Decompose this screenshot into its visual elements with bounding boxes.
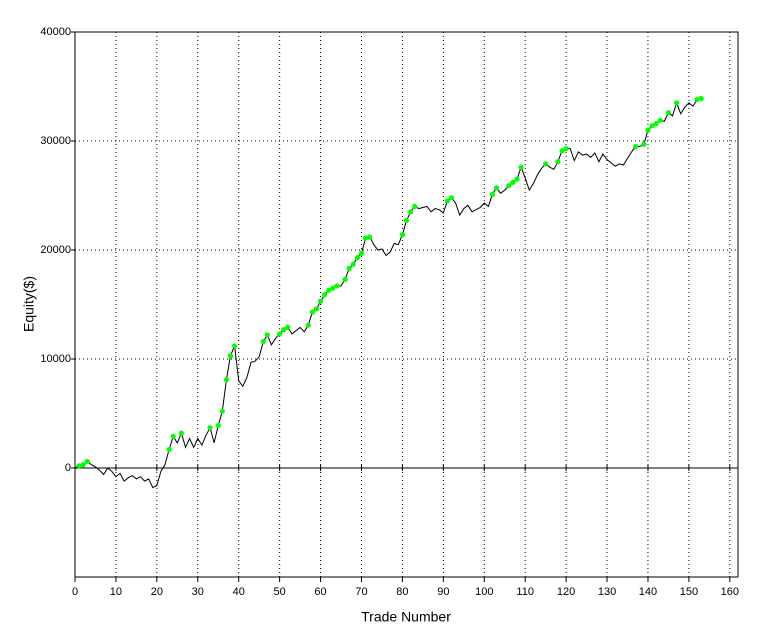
- new-high-marker: [367, 234, 373, 240]
- new-high-marker: [346, 265, 352, 272]
- new-high-marker: [277, 331, 283, 337]
- x-axis-title: Trade Number: [361, 609, 451, 625]
- new-high-marker: [514, 176, 520, 182]
- x-tick-label: 20: [151, 586, 163, 598]
- new-high-marker: [559, 148, 565, 154]
- new-high-marker: [305, 322, 311, 328]
- new-high-marker: [694, 96, 700, 103]
- new-high-marker: [227, 353, 234, 359]
- equity-line: [74, 98, 702, 489]
- new-high-marker: [407, 209, 414, 215]
- x-tick-label: 90: [437, 586, 449, 598]
- new-high-marker: [313, 306, 320, 312]
- y-axis-title: Equity($): [21, 276, 37, 332]
- new-high-marker: [555, 159, 561, 165]
- new-high-marker: [260, 338, 266, 345]
- new-high-marker: [399, 232, 406, 238]
- new-high-marker: [412, 203, 418, 209]
- new-high-marker: [207, 425, 213, 431]
- new-high-marker: [657, 117, 663, 123]
- new-high-marker: [653, 120, 659, 127]
- new-high-marker: [444, 198, 451, 204]
- new-high-marker: [543, 161, 549, 167]
- new-high-marker: [342, 276, 348, 283]
- new-high-marker: [641, 141, 647, 147]
- y-tick-label: 10000: [40, 353, 71, 365]
- new-high-marker: [518, 164, 524, 170]
- new-high-marker: [326, 287, 332, 293]
- x-tick-label: 70: [355, 586, 367, 598]
- x-tick-label: 130: [598, 586, 616, 598]
- x-tick-label: 100: [475, 586, 493, 598]
- y-tick-label: 40000: [40, 26, 71, 38]
- x-tick-label: 120: [557, 586, 575, 598]
- x-tick-label: 40: [233, 586, 245, 598]
- new-high-marker: [563, 146, 569, 152]
- new-high-marker: [448, 195, 455, 201]
- new-high-marker: [317, 298, 324, 304]
- new-high-marker: [76, 463, 82, 469]
- new-high-marker: [674, 100, 680, 106]
- new-high-marker: [309, 309, 315, 315]
- y-tick-label: 0: [65, 462, 71, 474]
- x-tick-label: 50: [274, 586, 286, 598]
- new-high-marker: [350, 261, 356, 267]
- x-tick-label: 80: [396, 586, 408, 598]
- new-high-marker: [354, 255, 360, 261]
- new-high-marker: [166, 446, 172, 453]
- x-tick-label: 0: [72, 586, 78, 598]
- new-high-marker: [403, 217, 410, 224]
- new-high-marker: [322, 292, 328, 298]
- new-high-marker: [510, 179, 516, 186]
- new-high-marker: [649, 123, 655, 129]
- y-tick-label: 30000: [40, 135, 71, 147]
- new-high-marker: [362, 235, 369, 241]
- new-high-marker: [84, 458, 90, 465]
- new-high-marker: [285, 324, 291, 330]
- new-high-marker: [330, 285, 336, 291]
- new-high-marker: [80, 462, 86, 468]
- x-tick-label: 60: [314, 586, 326, 598]
- new-high-marker: [281, 326, 287, 333]
- new-high-marker: [215, 422, 221, 429]
- x-tick-label: 30: [192, 586, 204, 598]
- new-high-marker: [264, 332, 270, 338]
- new-high-marker: [178, 430, 185, 436]
- new-high-marker: [645, 127, 651, 133]
- new-high-marker: [493, 185, 500, 191]
- y-tick-label: 20000: [40, 244, 71, 256]
- new-high-marker: [170, 433, 176, 439]
- plot-frame: [74, 31, 739, 578]
- new-high-marker: [232, 343, 238, 349]
- new-high-marker: [334, 283, 340, 289]
- x-tick-label: 160: [721, 586, 739, 598]
- x-tick-label: 10: [110, 586, 122, 598]
- new-high-marker: [489, 191, 496, 198]
- new-high-marker: [633, 143, 639, 150]
- new-high-marker: [506, 183, 512, 189]
- x-tick-label: 140: [639, 586, 657, 598]
- new-high-marker: [219, 408, 225, 414]
- new-high-marker: [358, 250, 365, 256]
- new-high-marker: [665, 110, 672, 116]
- new-high-marker: [698, 95, 704, 102]
- x-tick-label: 150: [680, 586, 698, 598]
- x-tick-label: 110: [516, 586, 534, 598]
- new-high-marker: [223, 377, 230, 383]
